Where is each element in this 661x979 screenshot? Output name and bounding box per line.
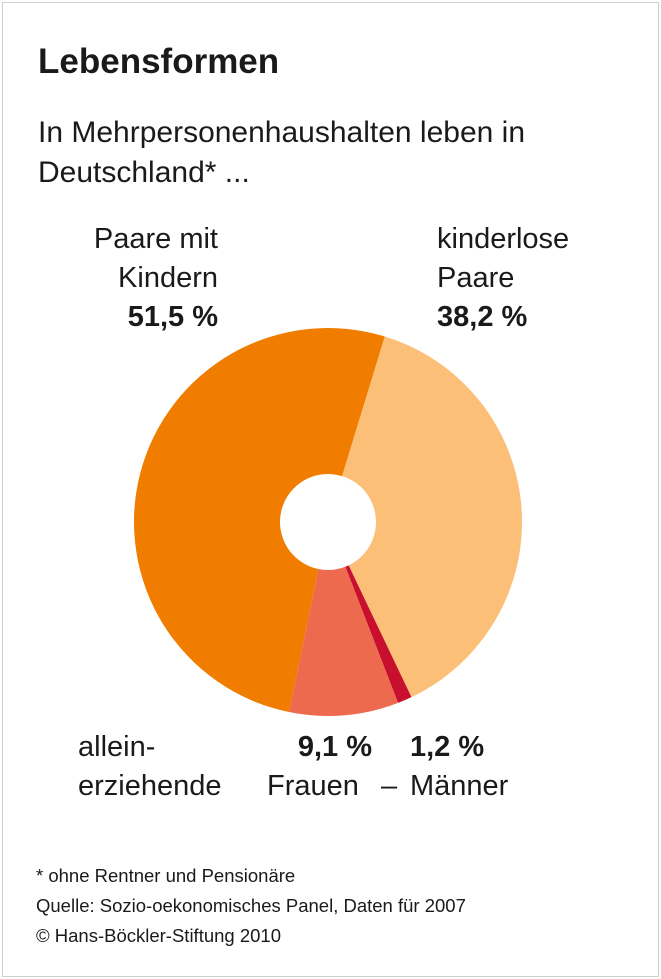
slice-label: kinderlose Paare: [437, 223, 570, 294]
donut-slice: [288, 566, 399, 716]
donut-slice: [345, 565, 412, 703]
separator: –: [381, 770, 398, 802]
value-label: 38,2 %: [437, 301, 528, 333]
label-block: Paare mit Kindern 51,5 %: [48, 220, 218, 337]
chart-subtitle: In Mehrpersonenhaushalten leben in Deuts…: [38, 116, 526, 189]
value-label: 9,1 %: [297, 731, 372, 763]
group-label: allein-erziehende: [78, 731, 222, 802]
slice-label: Männer: [410, 770, 509, 802]
slice-label: Frauen: [267, 770, 359, 802]
label-block: kinderlose Paare 38,2 %: [437, 220, 617, 337]
value-label: 51,5 %: [127, 301, 218, 333]
slice-label: Paare mit Kindern: [93, 223, 218, 294]
donut-slice: [342, 336, 522, 698]
footnote: * ohne Rentner und Pensionäre: [36, 865, 296, 886]
value-label: 1,2 %: [410, 731, 485, 763]
donut-slice: [133, 327, 385, 713]
copyright: © Hans-Böckler-Stiftung 2010: [36, 925, 281, 946]
chart-title: Lebensformen: [38, 42, 280, 81]
source: Quelle: Sozio-oekonomisches Panel, Daten…: [36, 895, 466, 916]
